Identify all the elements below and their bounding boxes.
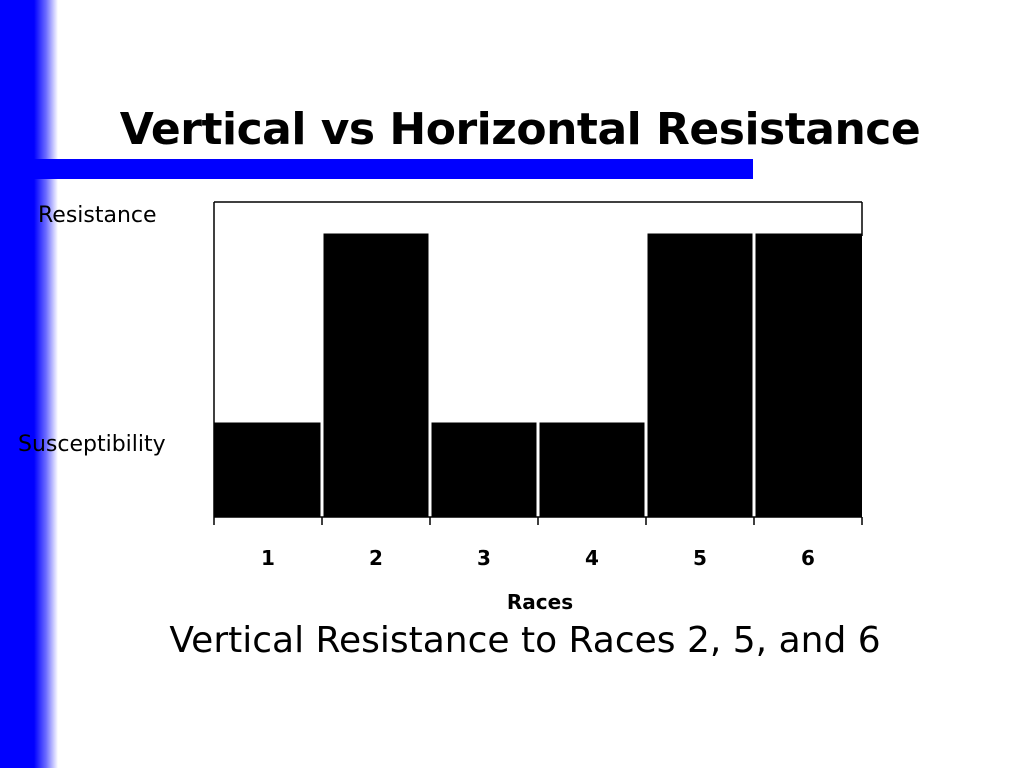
title-underline: [34, 159, 753, 179]
x-axis-title: Races: [507, 590, 573, 614]
slide-caption: Vertical Resistance to Races 2, 5, and 6: [169, 620, 881, 661]
x-tick-label-3: 3: [477, 546, 491, 570]
x-tick-label-6: 6: [801, 546, 815, 570]
left-accent-bar: [0, 0, 58, 768]
bar-race-1: [214, 422, 321, 517]
y-label-resistance: Resistance: [38, 203, 157, 228]
bar-race-4: [539, 422, 645, 517]
x-tick-label-4: 4: [585, 546, 599, 570]
bar-race-3: [431, 422, 537, 517]
x-tick-labels: 1 2 3 4 5 6: [261, 546, 815, 570]
bar-race-2: [323, 233, 429, 517]
slide-title: Vertical vs Horizontal Resistance: [119, 104, 921, 155]
bars: [214, 233, 862, 517]
x-tick-label-2: 2: [369, 546, 383, 570]
bar-race-5: [647, 233, 753, 517]
bar-race-6: [755, 233, 862, 517]
x-tick-label-5: 5: [693, 546, 707, 570]
y-label-susceptibility: Susceptibility: [18, 432, 166, 457]
x-ticks: [213, 517, 863, 525]
bar-chart: 1 2 3 4 5 6 Races: [213, 201, 863, 614]
x-tick-label-1: 1: [261, 546, 275, 570]
